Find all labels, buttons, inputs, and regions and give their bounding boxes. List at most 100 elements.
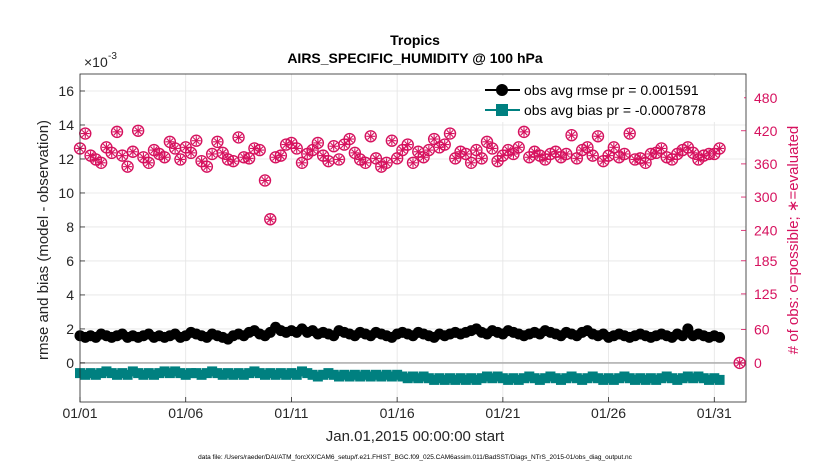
bias-point (90, 369, 101, 380)
obs-evaluated-stroke (161, 153, 169, 161)
bias-point (207, 366, 218, 377)
bias-point (302, 368, 313, 379)
bias-point (170, 366, 181, 377)
obs-count-point (306, 143, 319, 157)
obs-evaluated-stroke (192, 137, 200, 145)
obs-count-point (158, 151, 171, 164)
bias-point (307, 369, 318, 380)
bias-point (223, 368, 233, 379)
obs-count-point (332, 153, 346, 166)
obs-evaluated-stroke (472, 146, 480, 154)
obs-evaluated-stroke (150, 146, 158, 154)
obs-possible-marker (459, 147, 473, 161)
obs-count-point (264, 213, 277, 226)
obs-count-point (427, 132, 441, 146)
obs-possible-marker (158, 151, 171, 164)
obs-evaluated-stroke (409, 159, 417, 167)
bias-point (312, 371, 323, 382)
obs-count-point (623, 127, 636, 140)
bias-point (159, 366, 170, 377)
bias-point (714, 374, 725, 385)
bias-point (96, 368, 107, 379)
y-left-tick-label: 4 (66, 287, 74, 303)
obs-possible-marker (380, 156, 393, 169)
bias-point (450, 374, 461, 385)
bias-point (677, 373, 688, 384)
bias-point (593, 373, 603, 384)
obs-evaluated-stroke (710, 150, 718, 158)
obs-evaluated-stroke (383, 159, 391, 167)
obs-count-point (369, 152, 383, 165)
obs-evaluated-stroke (81, 129, 89, 138)
obs-possible-marker (560, 147, 573, 161)
obs-count-point (343, 132, 356, 146)
obs-possible-marker (359, 156, 372, 169)
obs-evaluated-stroke (626, 129, 634, 138)
obs-evaluated-stroke (388, 137, 396, 145)
bias-point (571, 373, 582, 384)
obs-count-point (200, 160, 214, 173)
legend-bias-marker (496, 104, 508, 116)
bias-point (524, 371, 535, 382)
obs-count-point (470, 143, 483, 157)
obs-possible-marker (438, 138, 451, 151)
bias-point (550, 373, 561, 384)
y-left-tick-label: 0 (66, 355, 74, 371)
bias-point (693, 371, 704, 382)
bias-point (249, 366, 260, 377)
obs-evaluated-stroke (340, 141, 348, 149)
bias-point (186, 368, 196, 379)
obs-evaluated-stroke (351, 149, 359, 157)
obs-count-point (232, 131, 245, 144)
bias-point (291, 369, 302, 380)
obs-count-point (380, 156, 393, 169)
axis-ticks: 01/01 01/06 01/11 01/16 01/21 01/26 01/31 0 2 4 6 8… (58, 83, 777, 421)
plot-frame (79, 73, 747, 403)
bias-point (471, 374, 482, 385)
bias-point (381, 369, 392, 380)
y-right-tick-label: 300 (754, 189, 778, 205)
obs-possible-marker (406, 156, 420, 169)
bias-point (244, 368, 255, 379)
bias-point (360, 369, 371, 380)
obs-possible-marker (343, 132, 356, 146)
obs-count-point (174, 153, 187, 166)
obs-count-point (713, 142, 726, 155)
bias-point (661, 371, 672, 382)
obs-evaluated-stroke (367, 132, 375, 140)
obs-evaluated-stroke (398, 146, 406, 154)
bias-point (497, 373, 508, 384)
obs-evaluated-stroke (287, 139, 295, 147)
bias-point (429, 374, 440, 385)
obs-evaluated-stroke (256, 146, 264, 154)
y-right-tick-label: 480 (754, 90, 778, 106)
obs-evaluated-stroke (430, 135, 438, 143)
obs-count-point (406, 156, 420, 169)
bias-point (133, 368, 144, 379)
obs-count-point (110, 125, 124, 139)
obs-evaluated-stroke (229, 157, 237, 165)
bias-point (439, 374, 450, 385)
y-right-tick-label: 360 (754, 156, 778, 172)
obs-evaluated-stroke (324, 157, 332, 165)
obs-possible-marker (258, 174, 272, 187)
bias-point (460, 374, 471, 385)
x-tick-label: 01/11 (274, 405, 308, 421)
obs-possible-marker (116, 149, 129, 162)
obs-possible-marker (184, 146, 198, 160)
obs-possible-marker (253, 143, 266, 157)
obs-evaluated-stroke (245, 154, 253, 162)
obs-count-point (480, 135, 494, 149)
bias-point (455, 373, 466, 384)
bias-point (265, 368, 276, 379)
obs-possible-marker (639, 156, 652, 169)
obs-evaluated-stroke (176, 155, 184, 164)
bias-point (175, 368, 186, 379)
bias-point (196, 369, 207, 380)
obs-count-point (142, 156, 155, 169)
obs-evaluated-stroke (377, 163, 385, 171)
obs-count-point (295, 156, 309, 169)
obs-evaluated-stroke (113, 128, 121, 136)
obs-count-point (322, 154, 335, 168)
bias-point (386, 371, 397, 382)
